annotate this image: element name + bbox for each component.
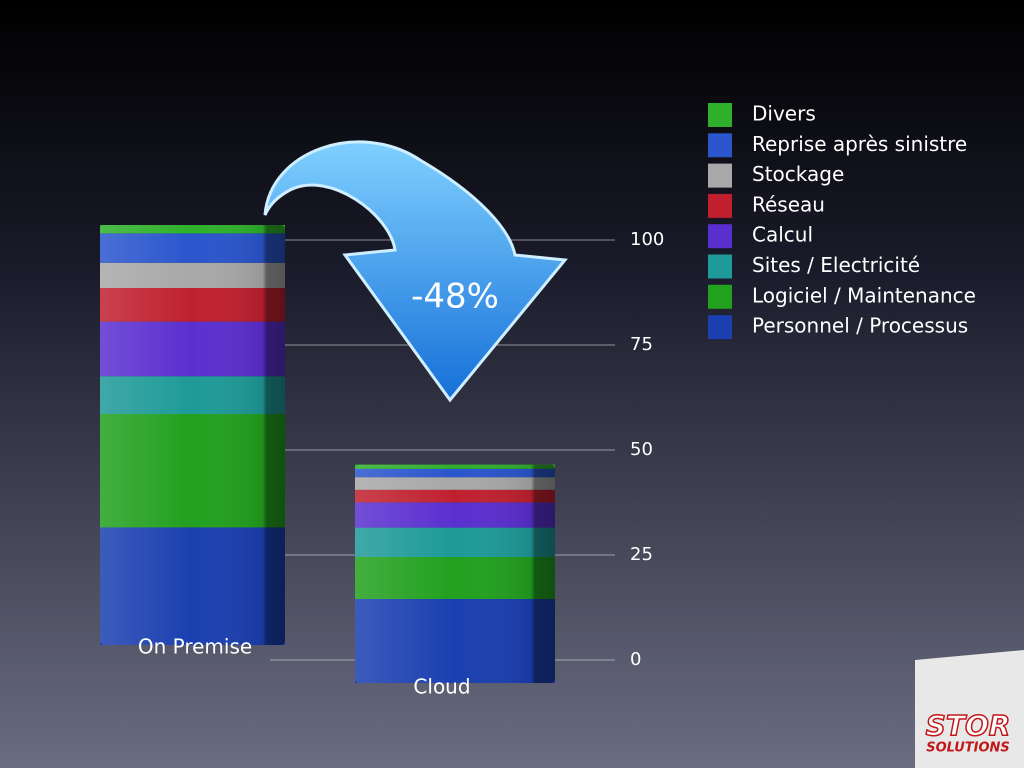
x-tick-label: Cloud: [413, 675, 470, 699]
arrow: -48%: [263, 140, 568, 403]
y-tick-label: 100: [630, 229, 664, 250]
legend-swatch: [708, 133, 732, 158]
y-tick-label: 75: [630, 334, 653, 355]
legend-label: Stockage: [752, 162, 844, 186]
legend-label: Divers: [752, 102, 816, 126]
legend-swatch: [708, 284, 732, 309]
bar-shine: [355, 464, 555, 683]
legend-label: Calcul: [752, 223, 813, 247]
bars: On Premise Cloud: [100, 225, 555, 699]
annotation: -48%: [411, 277, 499, 317]
legend-swatch: [708, 163, 732, 188]
legend-swatch: [708, 103, 732, 127]
legend-label: Personnel / Processus: [752, 314, 968, 338]
legend-swatch: [708, 315, 732, 340]
logo-tagline: SOLUTIONS: [926, 741, 1010, 756]
legend: Personnel / Processus Logiciel / Maintena…: [708, 102, 976, 340]
bar-shine: [100, 225, 285, 645]
legend-label: Sites / Electricité: [752, 253, 920, 277]
logo-name: STOR: [926, 709, 1011, 742]
x-tick-label: On Premise: [138, 635, 252, 659]
y-tick-label: 50: [630, 439, 653, 460]
legend-swatch: [708, 224, 732, 249]
y-tick-label: 25: [630, 544, 653, 565]
legend-label: Réseau: [752, 192, 825, 216]
logo-card: [915, 650, 1024, 768]
y-tick-label: 0: [630, 649, 641, 670]
legend-swatch: [708, 193, 732, 218]
legend-swatch: [708, 254, 732, 279]
legend-label: Logiciel / Maintenance: [752, 283, 976, 307]
legend-label: Reprise après sinistre: [752, 132, 967, 156]
logo: STOR SOLUTIONS: [915, 650, 1024, 768]
arrow-shape: [263, 140, 568, 403]
